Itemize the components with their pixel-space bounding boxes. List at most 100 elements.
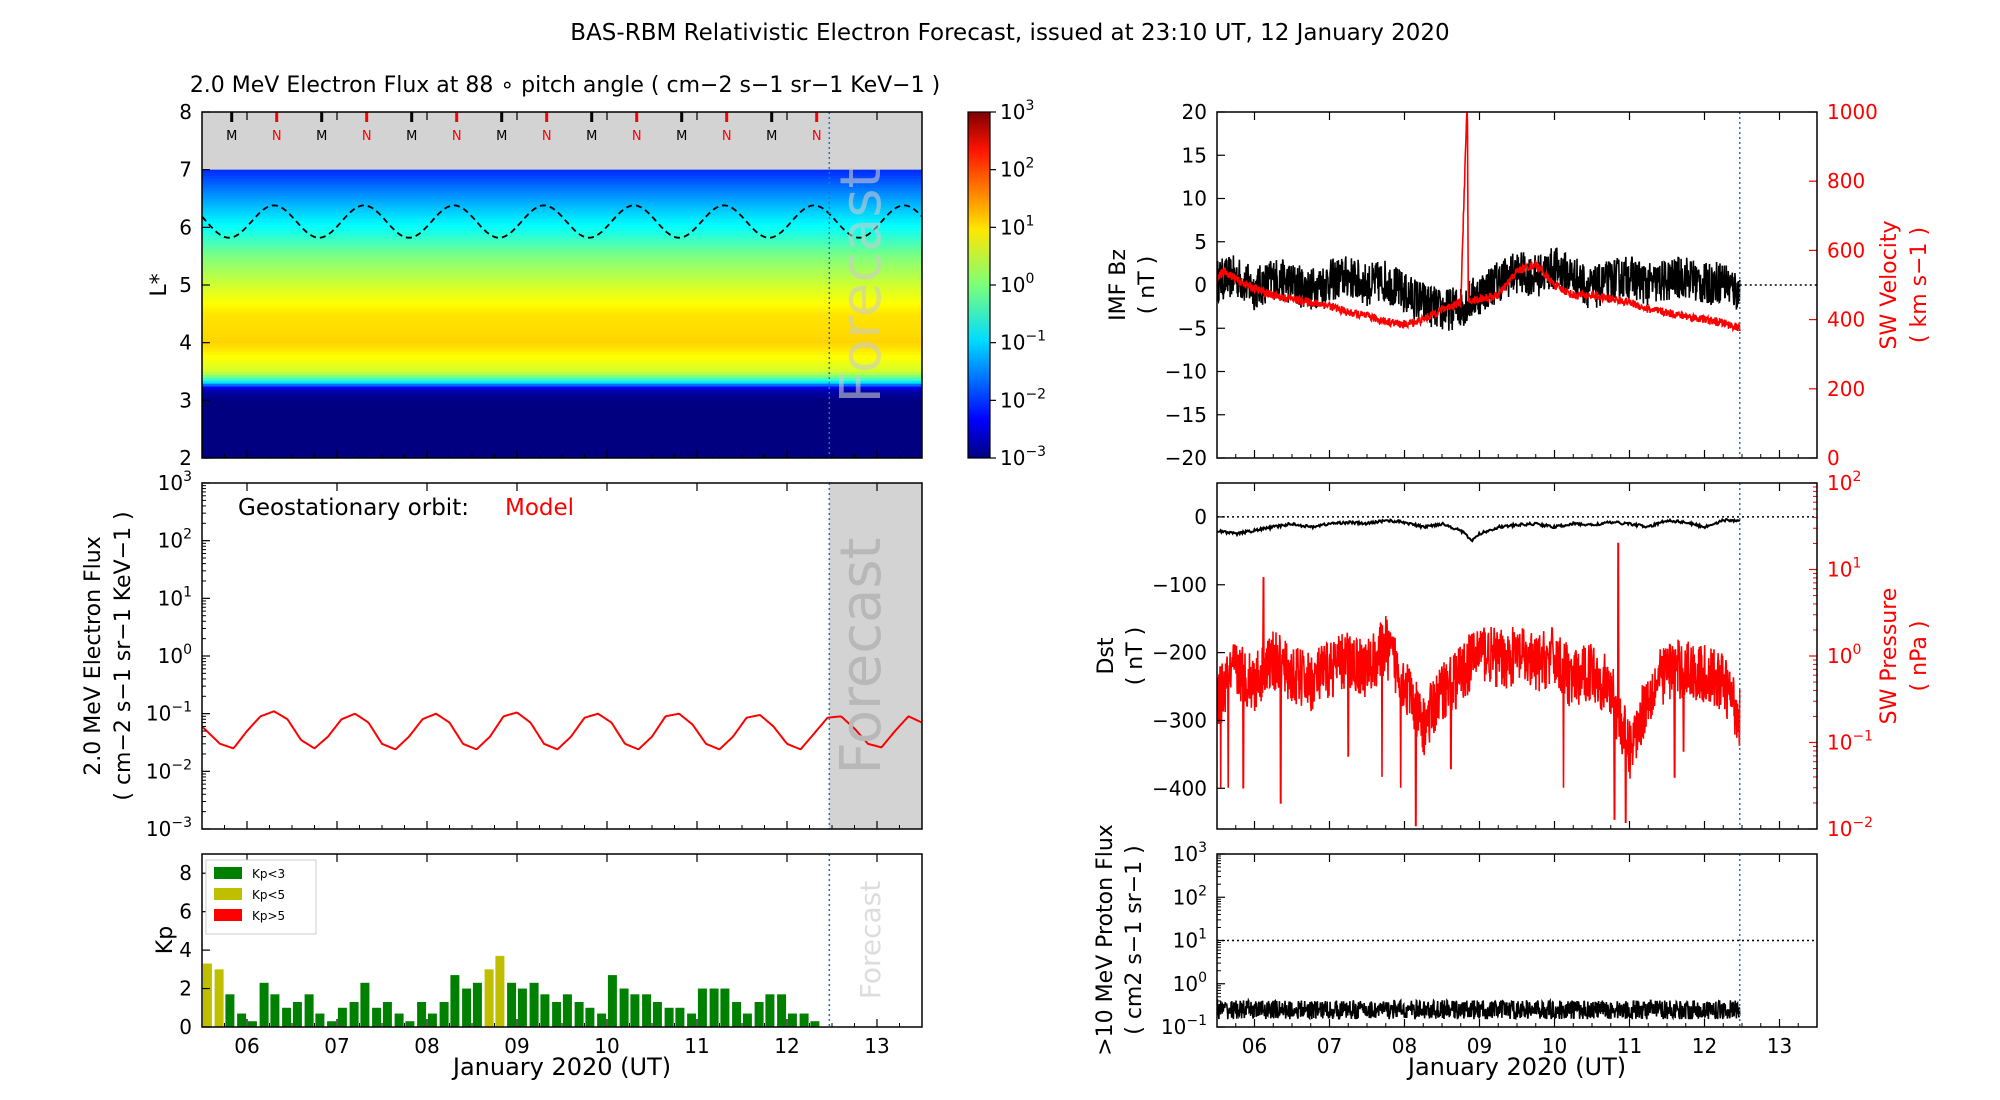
forecast-watermark-kp: Forecast [854,881,887,1000]
kp-bar [597,1013,607,1027]
mlt-marker-label: N [812,129,822,144]
heatmap-band [202,293,922,298]
kp-bar [450,975,460,1027]
heatmap-band [202,408,922,413]
heatmap-band [202,406,922,410]
sw-velocity-y-label-line2: ( km s−1 ) [1907,227,1932,343]
kp-bar [777,994,787,1027]
kp-legend-swatch-yellow [214,888,242,900]
heatmap-band [202,241,922,246]
mlt-marker-label: N [452,129,462,144]
heatmap-band [202,218,922,223]
heatmap-band [202,192,922,197]
dst-y-label-line2: ( nT ) [1123,627,1148,686]
heatmap-band [202,334,922,338]
kp-bar [507,982,517,1027]
kp-bar [687,1013,697,1027]
kp-bar [472,982,482,1027]
heatmap-band [202,253,922,257]
heatmap-band [202,403,922,407]
heatmap-band [202,452,922,456]
heatmap-band [202,308,922,312]
heatmap-band [202,429,922,433]
imf-y-label-line1: IMF Bz [1106,249,1131,321]
geo-y-tick-label: 10−2 [146,757,192,783]
heatmap-band [202,385,922,390]
right-x-axis-label: January 2020 (UT) [1406,1053,1626,1081]
heatmap-band [202,449,922,453]
heatmap-band [202,365,922,370]
kp-bar [495,955,505,1027]
kp-y-tick-label: 0 [179,1015,192,1039]
lstar-y-label: L* [147,273,172,296]
kp-bars [202,854,831,1027]
lstar-panel-title: 2.0 MeV Electron Flux at 88 ∘ pitch angl… [190,73,940,98]
heatmap-band [202,411,922,416]
imf-y-tick-label: 0 [1194,273,1207,297]
heatmap-band [202,371,922,375]
heatmap-band [202,198,922,202]
proton-flux-line [1217,997,1741,1021]
sw-pressure-y-tick-label: 102 [1827,469,1861,495]
heatmap-band [202,362,922,367]
heatmap-band [202,394,922,399]
sw-pressure-y-label-line1: SW Pressure [1877,588,1902,725]
lstar-colorbar [967,111,991,459]
mlt-marker-label: M [586,129,597,144]
heatmap-band [202,181,922,185]
dst-y-tick-label: −400 [1152,776,1207,800]
heatmap-band [202,238,922,243]
geo-model-flux-line [202,710,922,751]
imf-y-tick-label: 15 [1182,143,1207,167]
kp-bar [720,988,730,1027]
mlt-marker-label: M [406,129,417,144]
kp-bar [574,1002,584,1027]
sw-velocity-y-tick-label: 600 [1827,238,1865,262]
kp-bar [327,1021,337,1027]
proton-flux-plot [1217,854,1817,1027]
heatmap-band [202,414,922,419]
geo-y-tick-label: 103 [158,469,192,495]
heatmap-band [202,273,922,277]
proton-flux-axis-ticks: 06 07 08 09 10 11 12 13 10−1 100 101 102 103 [1161,840,1818,1058]
forecast-watermark-heatmap: Forecast [829,167,894,404]
heatmap-band [202,184,922,188]
geo-annotation-model: Model [505,495,574,521]
colorbar-tick-label: 10−1 [1000,329,1046,355]
sw-velocity-y-tick-label: 800 [1827,169,1865,193]
geo-y-tick-label: 100 [158,642,192,668]
kp-bar [315,1013,325,1027]
heatmap-band [202,400,922,404]
dst-y-label-line1: Dst [1094,637,1119,674]
sw-velocity-y-tick-label: 400 [1827,308,1865,332]
heatmap-band [202,178,922,182]
kp-plot-frame [201,853,923,1028]
kp-x-tick-label: 10 [594,1034,619,1058]
proton-x-tick-label: 06 [1242,1034,1267,1058]
kp-bar [214,969,224,1027]
kp-bar [304,994,314,1027]
heatmap-band [202,302,922,306]
kp-bar [810,1021,820,1027]
sw-pressure-y-tick-label: 101 [1827,556,1861,582]
kp-bar [349,1002,359,1027]
heatmap-band [202,348,922,352]
proton-x-tick-label: 08 [1392,1034,1417,1058]
geo-y-tick-label: 101 [158,584,192,610]
colorbar-tick-label: 103 [1000,98,1034,124]
geo-y-label-line2: ( cm−2 s−1 sr−1 KeV−1 ) [111,511,136,800]
heatmap-band [202,426,922,430]
heatmap-band [202,319,922,324]
colorbar-tick-label: 10−3 [1000,444,1046,470]
kp-bar [552,1002,562,1027]
heatmap-band [202,432,922,436]
heatmap-band [202,264,922,269]
proton-y-tick-label: 10−1 [1161,1013,1207,1039]
proton-x-tick-label: 13 [1767,1034,1792,1058]
heatmap-band [202,357,922,361]
proton-y-label-line1: >10 MeV Proton Flux [1093,824,1118,1056]
heatmap-band [202,336,922,341]
